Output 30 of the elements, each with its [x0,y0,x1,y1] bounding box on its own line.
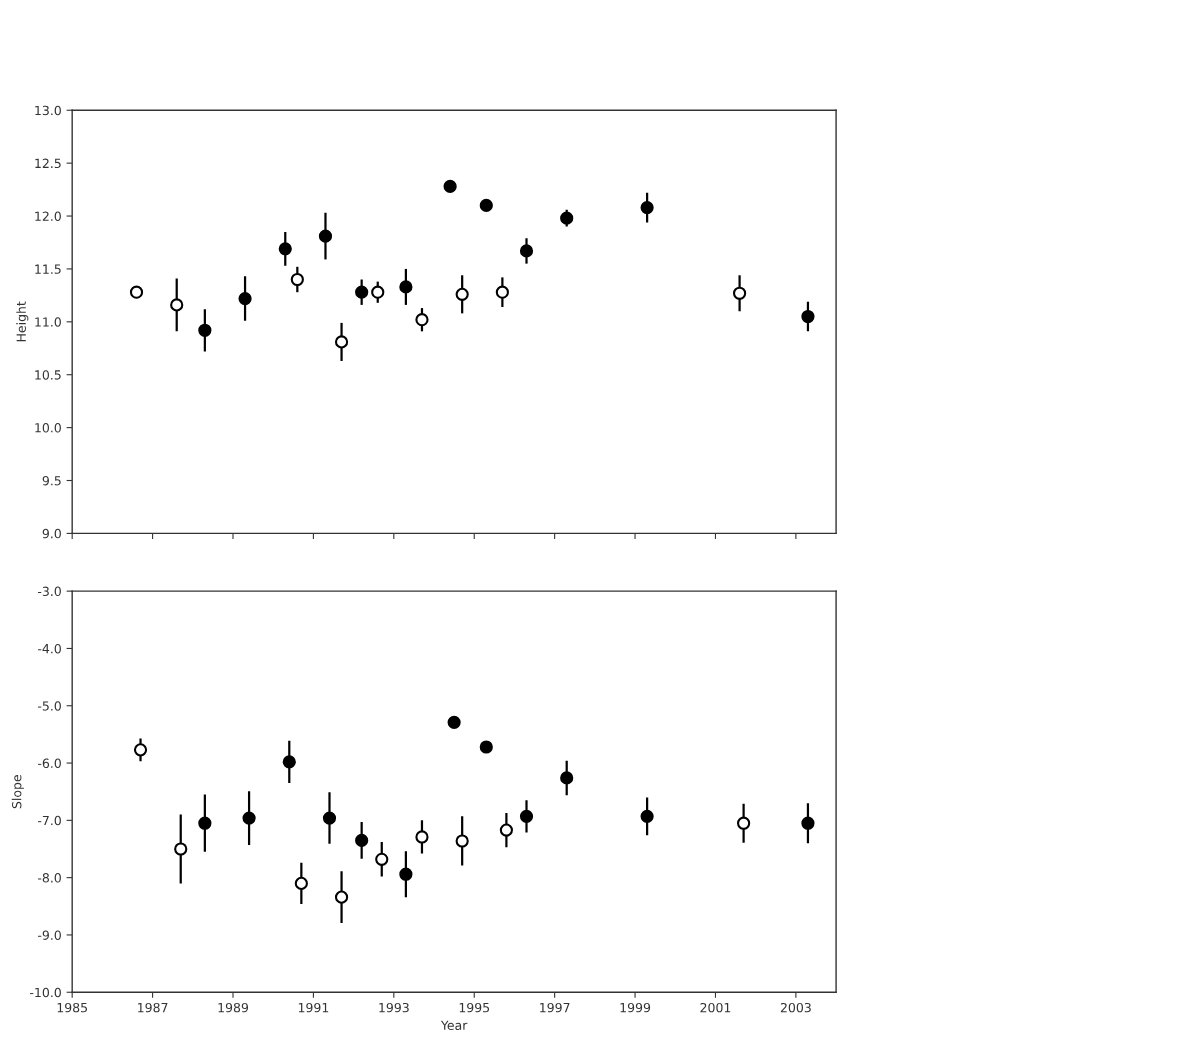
x-tick-label: 1989 [218,1002,249,1013]
y-tick-label: 10.0 [35,423,61,433]
y-tick-label: 12.0 [35,211,61,221]
y-tick-label: 13.0 [35,105,61,116]
y-axis-title: Height [16,301,29,342]
y-tick-label: -6.0 [37,758,61,768]
x-tick-label: 1997 [540,1002,570,1013]
y-tick-label: 11.0 [35,317,61,327]
x-tick-label: 1993 [379,1002,409,1013]
y-tick-label: 11.5 [35,264,61,274]
x-tick-label: 1987 [138,1002,168,1013]
x-tick-label: 1991 [298,1002,329,1013]
y-tick-label: -10.0 [30,987,61,998]
y-tick-label: -7.0 [37,815,61,826]
y-tick-label: 9.5 [42,475,61,486]
y-tick-label: 9.0 [42,528,61,539]
x-tick-label: 1995 [459,1002,490,1013]
y-tick-label: -5.0 [37,701,61,711]
y-tick-label: 10.5 [35,370,61,380]
y-axis-title: Slope [11,775,24,809]
x-tick-label: 1985 [57,1002,87,1013]
y-tick-label: -8.0 [37,873,61,883]
y-tick-label: 12.5 [35,158,61,169]
y-tick-label: -4.0 [37,643,61,654]
x-tick-label: 2003 [780,1002,811,1013]
x-tick-label: 1999 [620,1002,651,1013]
y-tick-label: -3.0 [37,586,61,597]
x-tick-label: 2001 [700,1002,731,1013]
x-axis-title: Year [440,1020,468,1030]
y-tick-label: -9.0 [37,930,61,940]
